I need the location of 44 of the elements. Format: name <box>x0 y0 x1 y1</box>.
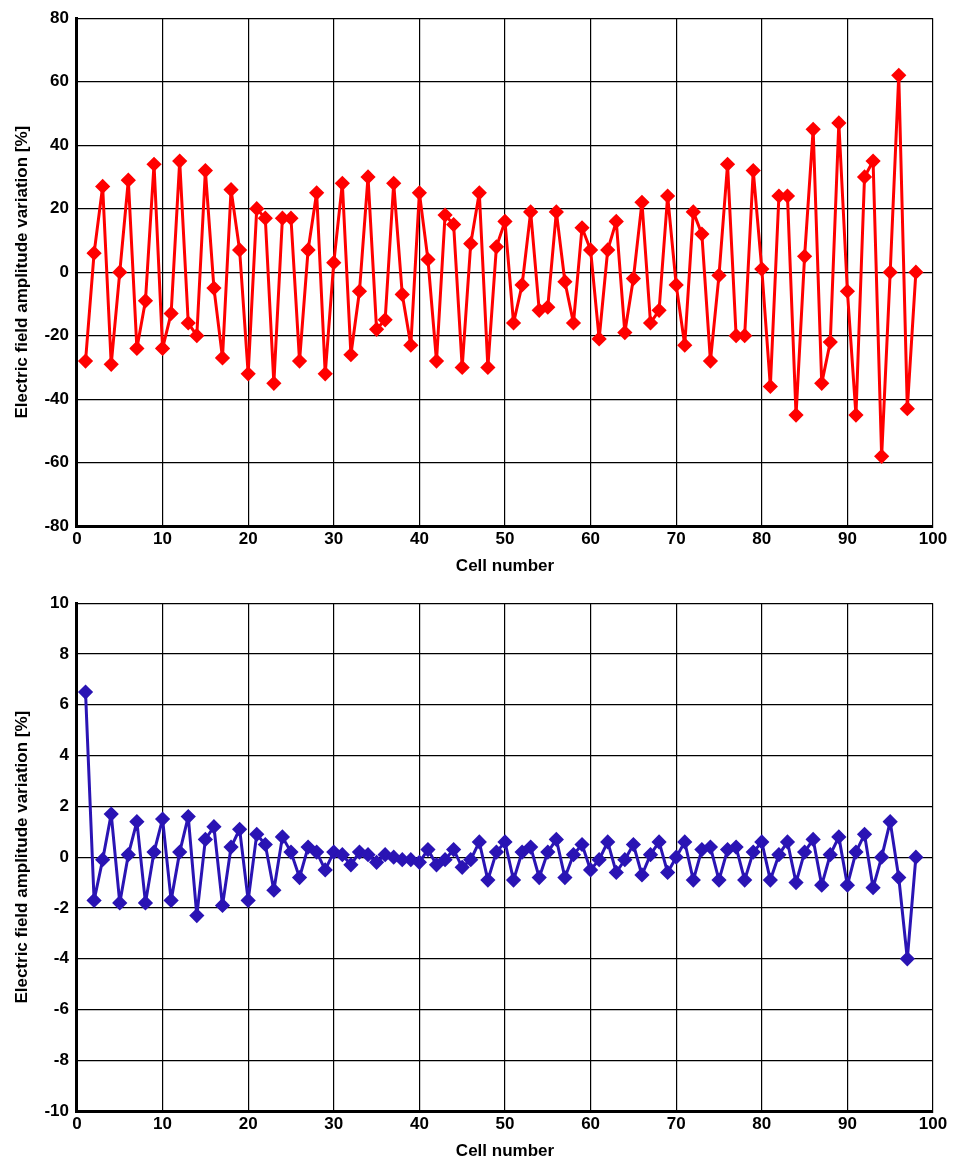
y-tick-label: 0 <box>59 846 69 866</box>
y-tick-label: 40 <box>50 134 69 154</box>
x-tick-label: 40 <box>409 529 429 549</box>
x-tick-label: 70 <box>666 1114 686 1134</box>
x-tick-label: 30 <box>324 529 344 549</box>
x-tick-label: 100 <box>918 529 948 549</box>
y-tick-label: -8 <box>53 1050 69 1070</box>
x-tick-label: 20 <box>238 529 258 549</box>
y-tick-label: 80 <box>50 7 69 27</box>
y-axis-title: Electric field amplitude variation [%] <box>11 710 31 1004</box>
x-tick-label: 50 <box>495 529 515 549</box>
y-tick-label: -10 <box>44 1100 69 1120</box>
y-tick-label: 6 <box>59 694 69 714</box>
x-tick-label: 10 <box>153 529 173 549</box>
y-tick-label: -4 <box>53 948 70 968</box>
x-tick-label: 60 <box>581 1114 601 1134</box>
y-tick-label: 8 <box>59 643 69 663</box>
y-tick-label: 60 <box>50 71 69 91</box>
x-axis-title: Cell number <box>455 556 555 576</box>
x-tick-label: 80 <box>752 529 772 549</box>
y-tick-label: -80 <box>44 515 69 535</box>
y-tick-label: -2 <box>53 897 69 917</box>
x-tick-label: 100 <box>918 1114 948 1134</box>
y-tick-label: 10 <box>50 592 69 612</box>
x-tick-label: 60 <box>581 529 601 549</box>
x-tick-label: 10 <box>153 1114 173 1134</box>
y-tick-label: 4 <box>59 745 70 765</box>
x-tick-label: 70 <box>666 529 686 549</box>
y-tick-label: -40 <box>44 388 69 408</box>
y-tick-label: -60 <box>44 452 69 472</box>
x-tick-label: 20 <box>238 1114 258 1134</box>
x-axis-title: Cell number <box>455 1141 555 1161</box>
y-tick-label: 0 <box>59 261 69 281</box>
x-tick-label: 90 <box>837 529 857 549</box>
x-tick-label: 40 <box>409 1114 429 1134</box>
y-tick-label: 20 <box>50 198 69 218</box>
y-tick-label: 2 <box>59 796 69 816</box>
y-axis-title: Electric field amplitude variation [%] <box>11 125 31 419</box>
x-tick-label: 90 <box>837 1114 857 1134</box>
x-tick-label: 30 <box>324 1114 344 1134</box>
y-tick-label: -20 <box>44 325 69 345</box>
x-tick-label: 50 <box>495 1114 515 1134</box>
x-tick-label: 80 <box>752 1114 772 1134</box>
y-tick-label: -6 <box>53 999 69 1019</box>
